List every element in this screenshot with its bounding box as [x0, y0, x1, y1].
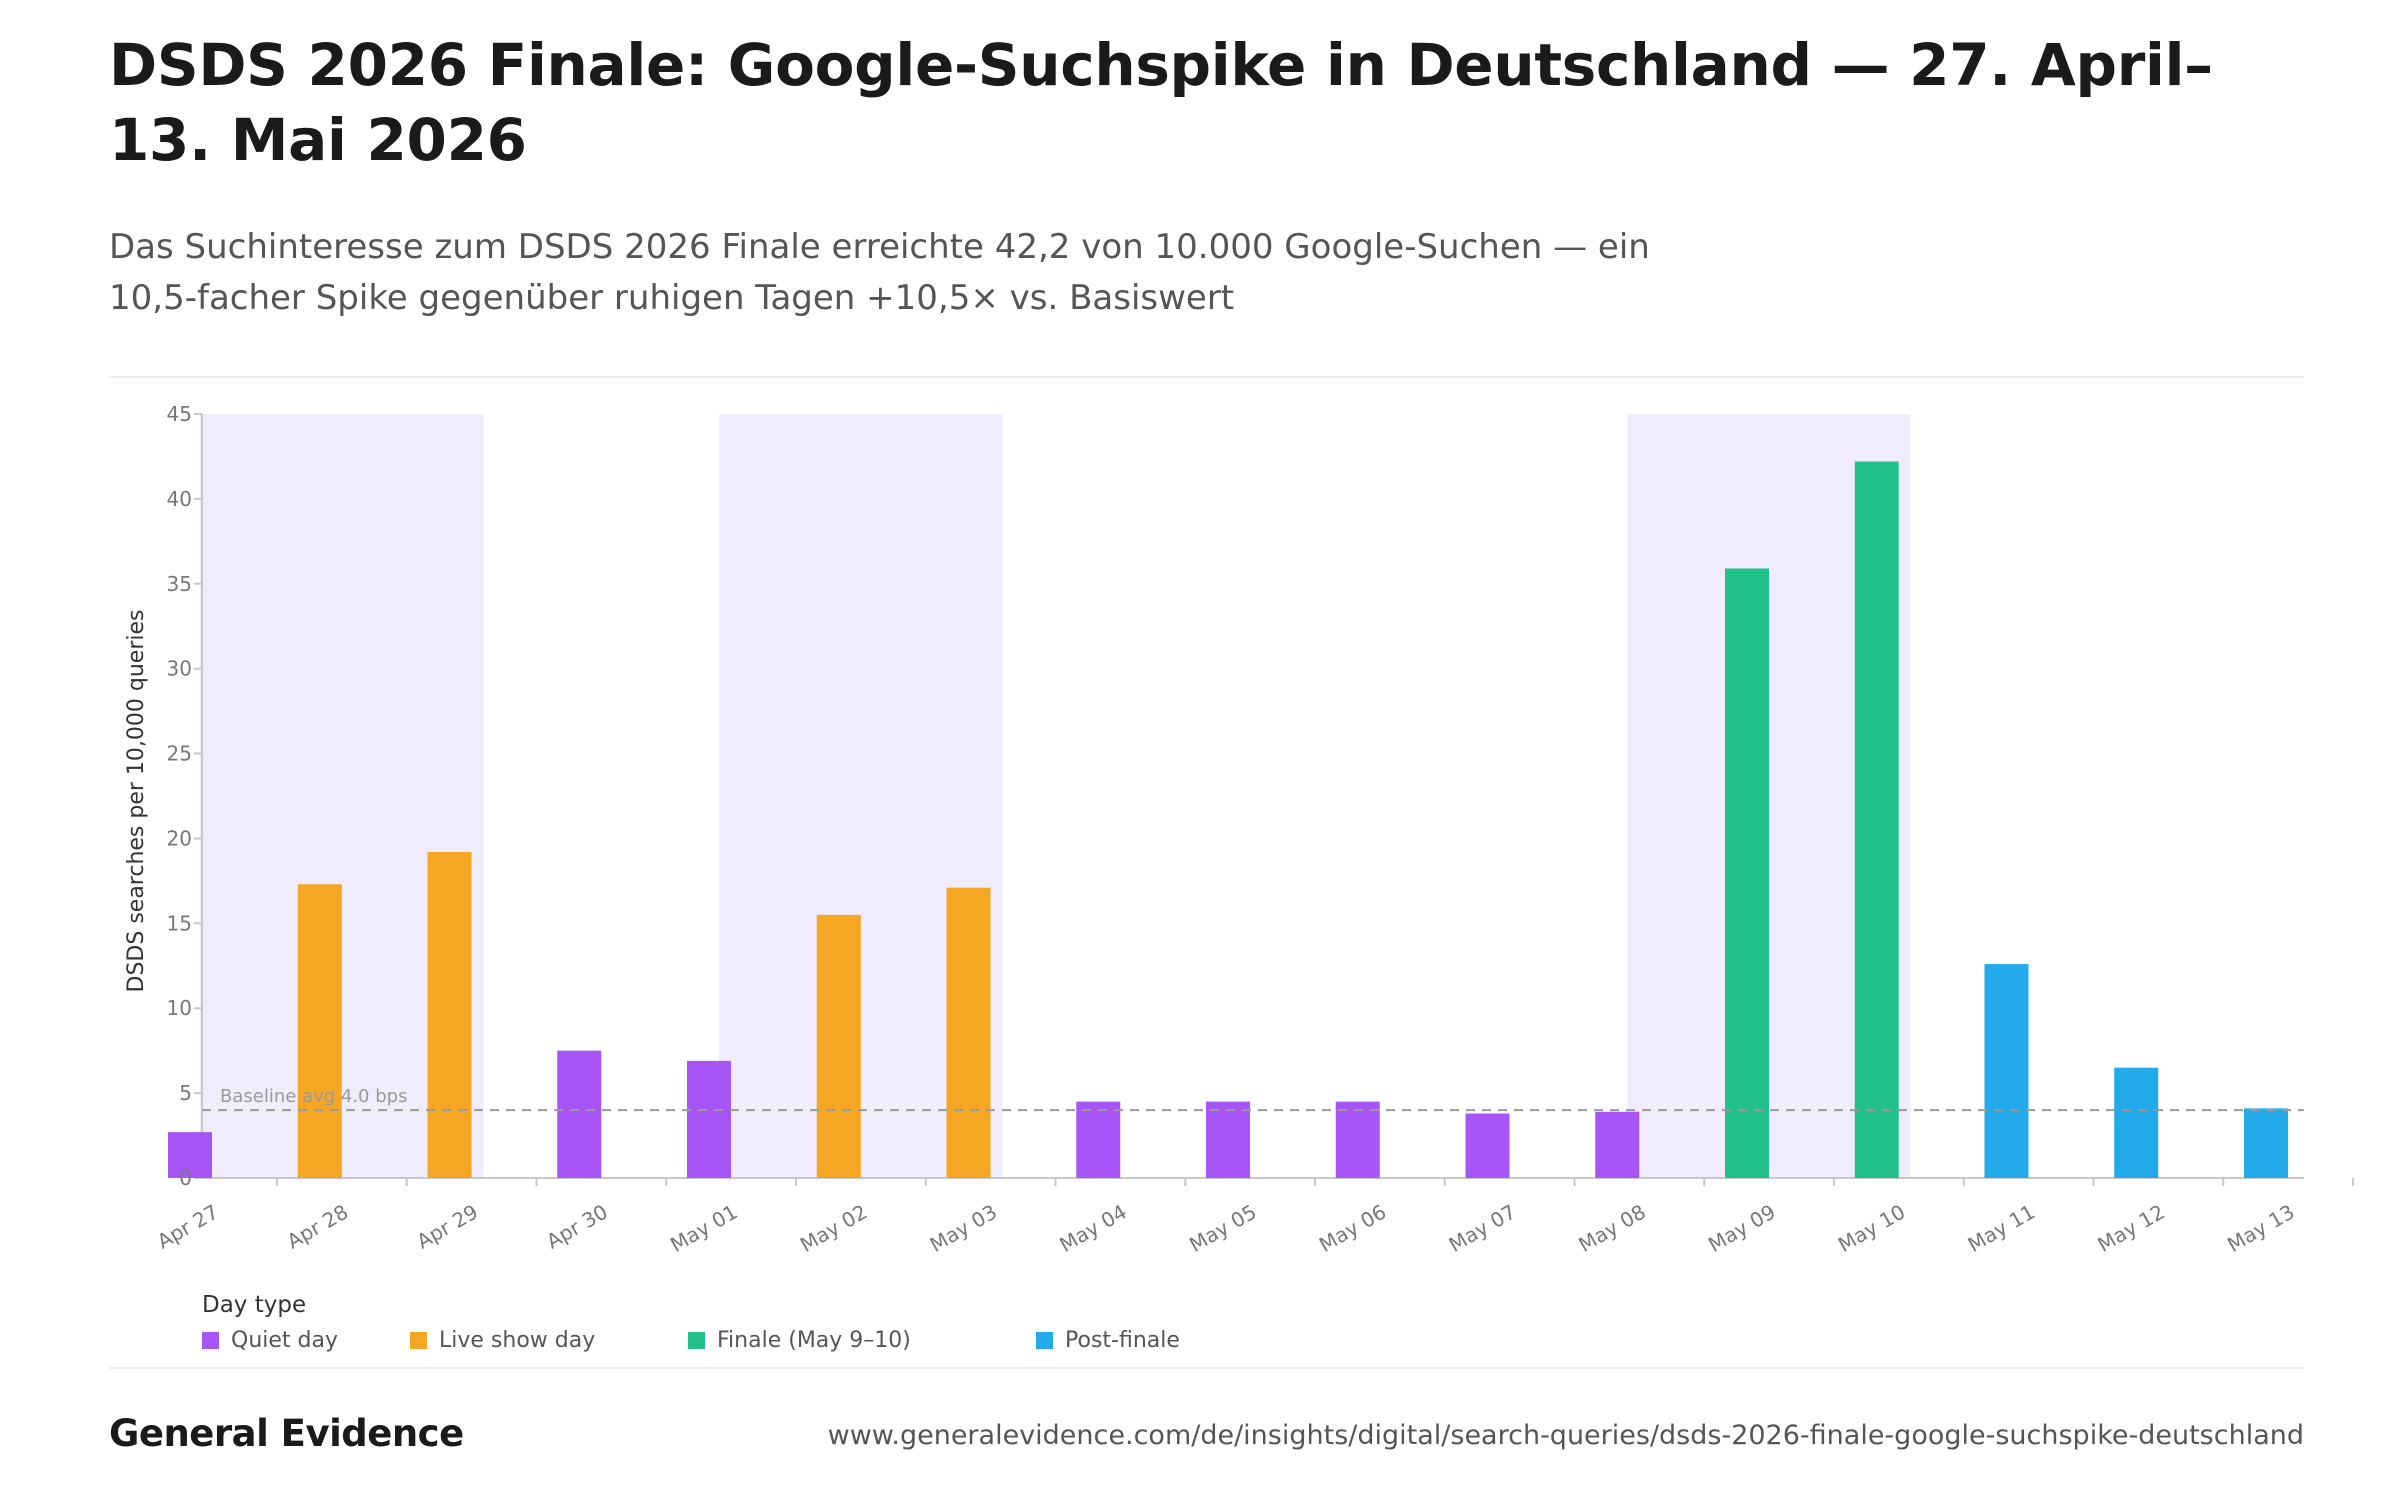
y-tick-label: 15 [167, 911, 192, 935]
bar-apr-28 [297, 884, 342, 1178]
y-tick-label: 45 [167, 402, 192, 426]
bottom-divider [109, 1367, 2304, 1369]
bar-may-05 [1206, 1101, 1250, 1178]
bar-may-04 [1076, 1101, 1121, 1178]
legend-label: Live show day [439, 1328, 596, 1353]
top-divider [109, 376, 2304, 378]
x-tick-label: May 05 [1185, 1200, 1260, 1257]
legend: Day type Quiet day Live show day Finale … [202, 1292, 1502, 1362]
legend-swatch [1036, 1332, 1053, 1349]
x-tick-label: May 04 [1055, 1200, 1130, 1257]
legend-title: Day type [202, 1292, 307, 1318]
x-tick-label: May 03 [926, 1200, 1001, 1257]
y-axis-title: DSDS searches per 10,000 queries [124, 610, 149, 993]
source-url[interactable]: www.generalevidence.com/de/insights/digi… [827, 1420, 2304, 1451]
x-tick-label: May 10 [1834, 1200, 1909, 1257]
bar-may-08 [1595, 1111, 1640, 1178]
bar-may-09 [1725, 568, 1769, 1178]
x-tick-label: Apr 30 [542, 1200, 612, 1254]
y-tick-label: 20 [167, 826, 192, 850]
x-tick-label: May 07 [1445, 1200, 1520, 1257]
legend-swatch [410, 1332, 427, 1349]
brand-logo: General Evidence [109, 1412, 464, 1455]
bar-may-03 [946, 887, 991, 1178]
bar-may-11 [1984, 964, 2029, 1178]
legend-label: Finale (May 9–10) [717, 1328, 911, 1353]
bar-chart: Baseline avg 4.0 bps 0 5 10 15 20 25 30 35 40 45 D… [124, 402, 2354, 1257]
x-tick-label: May 13 [2223, 1200, 2298, 1257]
chart-subtitle: Das Suchinteresse zum DSDS 2026 Finale e… [109, 227, 1650, 318]
legend-item-quiet-day: Quiet day [202, 1328, 338, 1353]
legend-label: Post-finale [1065, 1328, 1180, 1353]
bar-apr-27 [168, 1132, 212, 1178]
x-tick-label: May 01 [666, 1200, 741, 1257]
y-tick-label: 25 [167, 742, 192, 766]
axes [194, 413, 2354, 1186]
bars [168, 461, 2288, 1178]
legend-swatch [688, 1332, 705, 1349]
bar-may-07 [1465, 1113, 1510, 1178]
legend-label: Quiet day [231, 1328, 338, 1353]
y-tick-label: 35 [167, 572, 192, 596]
chart-title: DSDS 2026 Finale: Google-Suchspike in De… [109, 31, 2213, 174]
x-tick-label: May 09 [1704, 1200, 1779, 1257]
bar-may-13 [2244, 1108, 2288, 1178]
legend-item-live-show-day: Live show day [410, 1328, 595, 1353]
y-tick-label: 30 [167, 657, 192, 681]
baseline-group: Baseline avg 4.0 bps [202, 1086, 2304, 1112]
bar-may-01 [687, 1060, 731, 1178]
y-tick-label: 40 [167, 487, 192, 511]
x-tick-label: May 11 [1964, 1200, 2039, 1257]
x-tick-label: May 08 [1574, 1200, 1649, 1257]
x-tick-label: Apr 27 [153, 1200, 223, 1254]
bar-may-02 [816, 914, 861, 1178]
legend-item-finale: Finale (May 9–10) [688, 1328, 911, 1353]
x-tick-label: May 02 [796, 1200, 871, 1257]
legend-item-post-finale: Post-finale [1036, 1328, 1180, 1353]
x-tick-label: Apr 28 [283, 1200, 353, 1254]
bar-apr-29 [427, 852, 472, 1178]
bar-may-12 [2114, 1067, 2159, 1178]
legend-swatch [202, 1332, 219, 1349]
baseline-label: Baseline avg 4.0 bps [220, 1086, 407, 1107]
y-tick-label: 10 [167, 996, 192, 1020]
x-tick-label: May 12 [2093, 1200, 2168, 1257]
x-tick-label: May 06 [1315, 1200, 1390, 1257]
bar-apr-30 [557, 1050, 602, 1178]
y-tick-label: 5 [179, 1081, 192, 1105]
x-tick-label: Apr 29 [412, 1200, 482, 1254]
bar-may-06 [1335, 1101, 1380, 1178]
y-tick-label: 0 [179, 1166, 192, 1190]
bar-may-10 [1854, 461, 1899, 1178]
